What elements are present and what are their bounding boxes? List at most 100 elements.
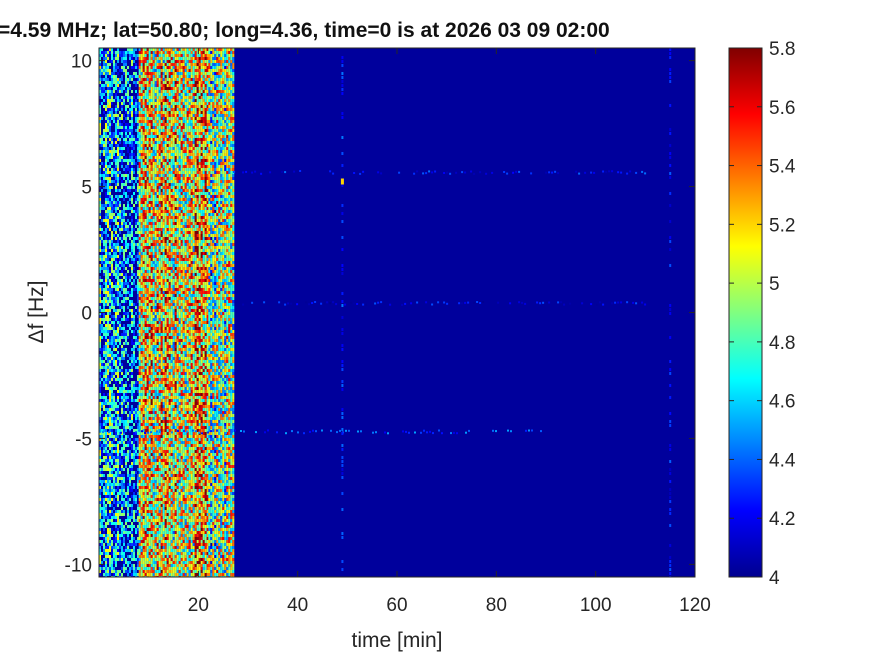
spectrogram-cell: [117, 297, 119, 300]
spectrogram-cell: [121, 504, 123, 507]
spectrogram-cell: [150, 471, 153, 474]
spectrogram-cell: [138, 81, 141, 84]
spectrogram-cell: [129, 513, 131, 516]
spectrogram-cell: [142, 390, 145, 393]
spectrogram-cell: [113, 168, 115, 171]
spectrogram-cell: [131, 360, 133, 363]
spectrogram-cell: [162, 549, 165, 552]
spectrogram-cell: [140, 561, 143, 564]
spectrogram-cell: [117, 570, 119, 573]
spectrogram-cell: [152, 132, 155, 135]
spectrogram-cell: [127, 195, 129, 198]
spectrogram-cell: [133, 495, 135, 498]
spectrogram-cell: [111, 141, 113, 144]
spectrogram-cell: [109, 486, 111, 489]
spectrogram-cell: [123, 315, 125, 318]
spectrogram-cell: [133, 477, 135, 480]
spectrogram-cell: [160, 357, 163, 360]
spectrogram-cell: [137, 468, 139, 471]
spectrogram-cell: [99, 156, 101, 159]
spectrogram-cell: [131, 96, 133, 99]
spectrogram-cell: [107, 165, 109, 168]
spectrogram-cell: [109, 564, 111, 567]
spectrogram-cell: [107, 570, 109, 573]
spectrogram-cell: [160, 207, 163, 210]
spectrogram-cell: [138, 192, 141, 195]
spectrogram-cell: [140, 498, 143, 501]
spectrogram-cell: [125, 294, 127, 297]
spectrogram-cell: [121, 429, 123, 432]
spectrogram-cell: [138, 144, 141, 147]
spectrogram-cell: [113, 180, 115, 183]
spectrogram-cell: [117, 453, 119, 456]
spectrogram-cell: [113, 279, 115, 282]
spectrogram-cell: [158, 474, 161, 477]
spectrogram-cell: [146, 81, 149, 84]
spectrogram-cell: [158, 231, 161, 234]
spectrogram-cell: [160, 123, 163, 126]
spectrogram-cell: [121, 495, 123, 498]
spectrogram-cell: [135, 225, 137, 228]
spectrogram-cell: [123, 390, 125, 393]
spectrogram-cell: [138, 273, 141, 276]
spectrogram-cell: [131, 324, 133, 327]
spectrogram-cell: [111, 540, 113, 543]
spectrogram-cell: [154, 63, 157, 66]
spectrogram-cell: [140, 537, 143, 540]
spectrogram-cell: [111, 186, 113, 189]
spectrogram-cell: [142, 519, 145, 522]
spectrogram-cell: [158, 282, 161, 285]
spectrogram-cell: [123, 396, 125, 399]
spectrogram-cell: [144, 288, 147, 291]
spectrogram-cell: [144, 525, 147, 528]
spectrogram-cell: [109, 435, 111, 438]
spectrogram-cell: [125, 291, 127, 294]
spectrogram-cell: [144, 210, 147, 213]
spectrogram-cell: [115, 399, 117, 402]
spectrogram-cell: [109, 480, 111, 483]
spectrogram-cell: [111, 498, 113, 501]
spectrogram-cell: [115, 63, 117, 66]
spectrogram-cell: [140, 558, 143, 561]
spectrogram-cell: [127, 417, 129, 420]
spectrogram-cell: [144, 441, 147, 444]
spectrogram-cell: [146, 393, 149, 396]
spectrogram-cell: [142, 558, 145, 561]
spectrogram-cell: [162, 441, 165, 444]
spectrogram-cell: [156, 156, 159, 159]
spectrogram-cell: [99, 375, 101, 378]
spectrogram-cell: [105, 447, 107, 450]
spectrogram-cell: [117, 468, 119, 471]
spectrogram-cell: [107, 84, 109, 87]
spectrogram-cell: [127, 444, 129, 447]
spectrogram-cell: [121, 501, 123, 504]
spectrogram-cell: [144, 117, 147, 120]
spectrogram-cell: [107, 333, 109, 336]
spectrogram-cell: [138, 525, 141, 528]
spectrogram-cell: [129, 213, 131, 216]
spectrogram-cell: [160, 399, 163, 402]
spectrogram-cell: [105, 234, 107, 237]
spectrogram-cell: [164, 411, 167, 414]
spectrogram-cell: [142, 264, 145, 267]
spectrogram-cell: [156, 201, 159, 204]
spectrogram-cell: [142, 261, 145, 264]
spectrogram-cell: [107, 195, 109, 198]
spectrogram-cell: [144, 237, 147, 240]
spectrogram-cell: [150, 189, 153, 192]
spectrogram-cell: [111, 441, 113, 444]
spectrogram-cell: [127, 168, 129, 171]
spectrogram-cell: [142, 60, 145, 63]
spectrogram-cell: [115, 255, 117, 258]
spectrogram-cell: [109, 120, 111, 123]
spectrogram-cell: [160, 69, 163, 72]
spectrogram-cell: [152, 402, 155, 405]
spectrogram-cell: [158, 462, 161, 465]
spectrogram-cell: [127, 525, 129, 528]
spectrogram-cell: [123, 144, 125, 147]
spectrogram-cell: [140, 147, 143, 150]
spectrogram-cell: [121, 129, 123, 132]
spectrogram-cell: [146, 243, 149, 246]
spectrogram-cell: [156, 255, 159, 258]
spectrogram-cell: [99, 393, 101, 396]
